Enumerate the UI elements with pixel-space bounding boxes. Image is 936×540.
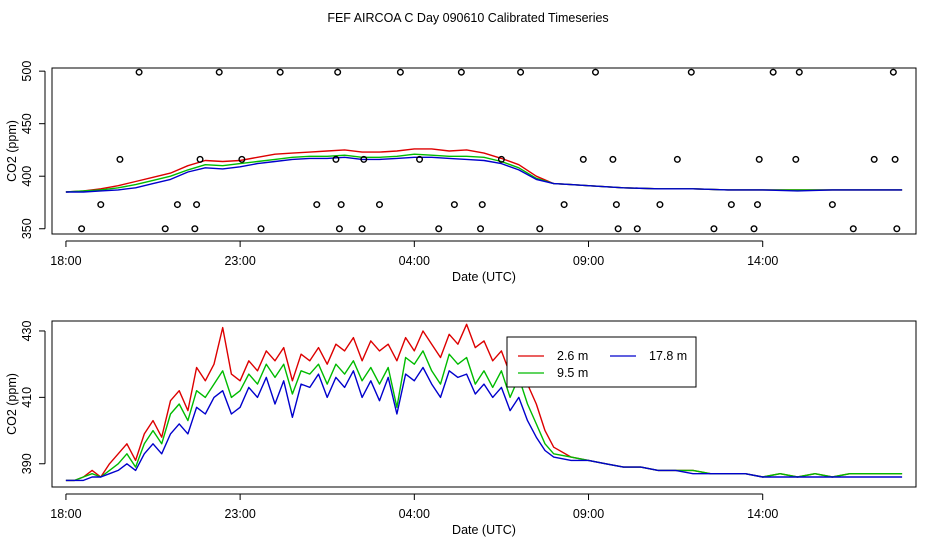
calibration-point (497, 155, 505, 163)
calibration-point (710, 225, 718, 233)
calibration-point (313, 201, 321, 209)
calibration-point (609, 155, 617, 163)
calibration-point (257, 225, 265, 233)
calibration-point (193, 201, 201, 209)
calibration-point (769, 68, 777, 76)
calibration-point (517, 68, 525, 76)
calibration-point (238, 155, 246, 163)
calibration-point (457, 68, 465, 76)
calibration-point (375, 201, 383, 209)
bottom-x-tick-label: 18:00 (50, 507, 81, 521)
calibration-point (396, 68, 404, 76)
calibration-point (891, 155, 899, 163)
bottom-series-line-17-8-m (65, 366, 903, 482)
calibration-point (755, 155, 763, 163)
top-x-tick-label: 18:00 (50, 254, 81, 268)
calibration-point (536, 225, 544, 233)
top-series-line-2-6-m (65, 148, 903, 193)
bottom-x-tick-label: 04:00 (399, 507, 430, 521)
calibration-point (792, 155, 800, 163)
top-x-tick-label: 14:00 (747, 254, 778, 268)
legend-label-9-5m: 9.5 m (557, 366, 588, 380)
bottom-x-axis-label: Date (UTC) (452, 523, 516, 537)
calibration-point (727, 201, 735, 209)
bottom-y-axis-label: CO2 (ppm) (5, 373, 19, 435)
bottom-series-line-2-6-m (65, 323, 903, 482)
top-calibration-points (78, 68, 901, 233)
top-x-tick-label: 23:00 (224, 254, 255, 268)
calibration-point (633, 225, 641, 233)
calibration-point (116, 155, 124, 163)
calibration-point (161, 225, 169, 233)
bottom-panel: 18:00 23:00 04:00 09:00 14:00 390 410 430 Date … (5, 320, 917, 537)
calibration-point (893, 225, 901, 233)
bottom-axes: 18:00 23:00 04:00 09:00 14:00 390 410 430 (20, 320, 778, 521)
bottom-x-tick-label: 23:00 (224, 507, 255, 521)
calibration-point (360, 155, 368, 163)
top-y-tick-label: 400 (20, 166, 34, 187)
calibration-point (753, 201, 761, 209)
legend-label-2-6m: 2.6 m (557, 349, 588, 363)
top-y-tick-label: 350 (20, 218, 34, 239)
calibration-point (656, 201, 664, 209)
top-series-line-17-8-m (65, 156, 903, 193)
calibration-point (135, 68, 143, 76)
top-y-axis-label: CO2 (ppm) (5, 120, 19, 182)
bottom-y-tick-label: 390 (20, 453, 34, 474)
calibration-point (337, 201, 345, 209)
chart-title: FEF AIRCOA C Day 090610 Calibrated Times… (327, 11, 608, 25)
top-x-tick-label: 09:00 (573, 254, 604, 268)
bottom-y-tick-label: 430 (20, 320, 34, 341)
calibration-point (612, 201, 620, 209)
calibration-point (215, 68, 223, 76)
calibration-point (591, 68, 599, 76)
bottom-series-layer (65, 323, 903, 482)
top-axes: 18:00 23:00 04:00 09:00 14:00 350 400 450 500 (20, 61, 778, 268)
legend: 2.6 m 17.8 m 9.5 m (506, 336, 697, 388)
calibration-point (795, 68, 803, 76)
top-x-axis-label: Date (UTC) (452, 270, 516, 284)
calibration-point (889, 68, 897, 76)
bottom-x-tick-label: 09:00 (573, 507, 604, 521)
calibration-point (450, 201, 458, 209)
calibration-point (478, 201, 486, 209)
calibration-point (750, 225, 758, 233)
calibration-point (335, 225, 343, 233)
top-panel: 18:00 23:00 04:00 09:00 14:00 350 400 450 500 Da… (5, 61, 917, 284)
calibration-point (849, 225, 857, 233)
calibration-point (334, 68, 342, 76)
bottom-y-tick-label: 410 (20, 387, 34, 408)
top-plot-frame (51, 67, 917, 235)
calibration-point (614, 225, 622, 233)
calibration-point (579, 155, 587, 163)
top-series-layer (65, 148, 903, 193)
calibration-point (687, 68, 695, 76)
calibration-point (477, 225, 485, 233)
calibration-point (191, 225, 199, 233)
calibration-point (673, 155, 681, 163)
legend-box (506, 336, 697, 388)
bottom-series-line-9-5-m (65, 350, 903, 482)
calibration-point (78, 225, 86, 233)
calibration-point (332, 155, 340, 163)
top-y-tick-label: 450 (20, 113, 34, 134)
calibration-point (416, 155, 424, 163)
bottom-x-tick-label: 14:00 (747, 507, 778, 521)
calibration-point (828, 201, 836, 209)
calibration-point (196, 155, 204, 163)
calibration-point (870, 155, 878, 163)
calibration-point (358, 225, 366, 233)
calibration-point (276, 68, 284, 76)
top-x-tick-label: 04:00 (399, 254, 430, 268)
calibration-point (173, 201, 181, 209)
calibration-point (435, 225, 443, 233)
bottom-plot-frame (51, 320, 917, 488)
top-y-tick-label: 500 (20, 61, 34, 82)
legend-label-17-8m: 17.8 m (649, 349, 687, 363)
calibration-point (97, 201, 105, 209)
calibration-point (560, 201, 568, 209)
